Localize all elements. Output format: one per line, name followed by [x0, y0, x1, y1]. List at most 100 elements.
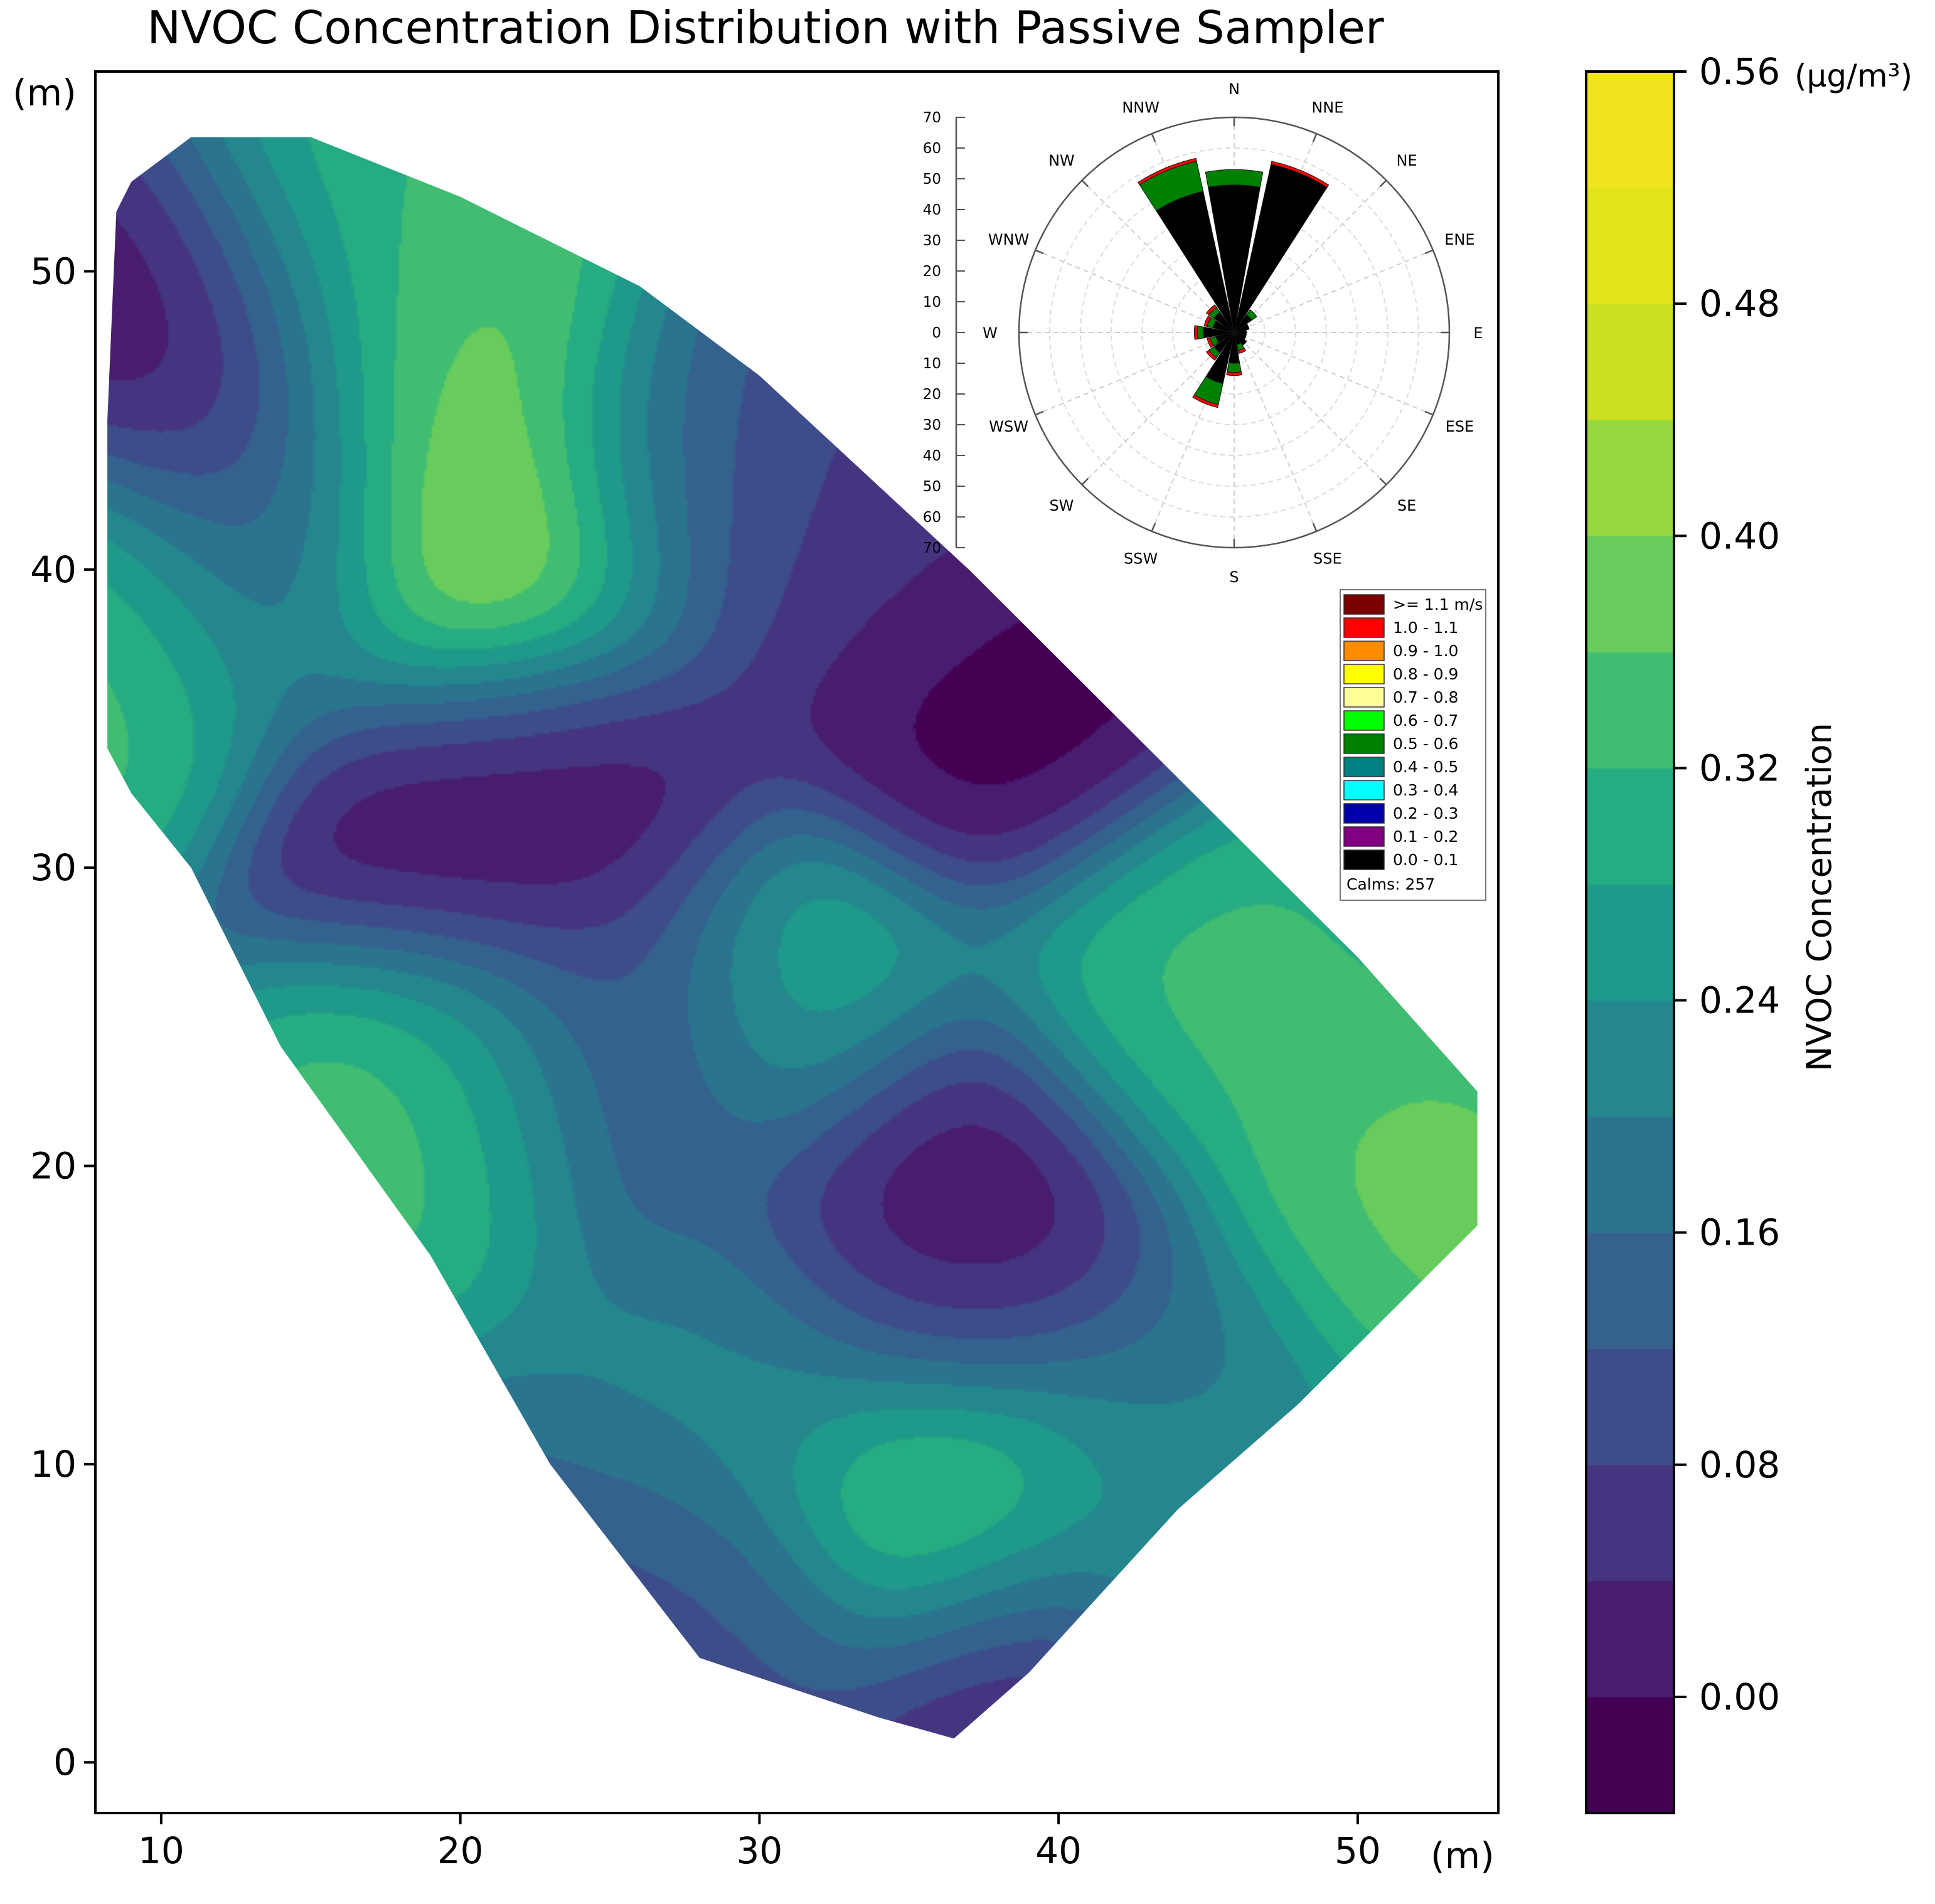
wind-legend-label: 0.3 - 0.4	[1393, 781, 1458, 799]
wind-legend-label: 0.2 - 0.3	[1393, 804, 1458, 822]
wind-legend-swatch	[1343, 733, 1385, 754]
wind-legend-label: 0.0 - 0.1	[1393, 851, 1458, 869]
colorbar-band	[1586, 72, 1674, 188]
rose-radial-label: 0	[932, 325, 941, 341]
wind-legend-label: 0.1 - 0.2	[1393, 827, 1458, 846]
rose-petal-se	[1234, 332, 1247, 346]
rose-radial-label: 70	[923, 110, 941, 126]
wind-legend-swatch	[1343, 826, 1385, 847]
x-tick-label: 10	[138, 1829, 184, 1872]
rose-petal-ese	[1234, 332, 1247, 340]
y-tick-label: 0	[53, 1741, 77, 1784]
rose-petal-sw	[1206, 349, 1217, 361]
rose-spoke	[1081, 332, 1235, 486]
rose-dir-label: E	[1473, 324, 1483, 342]
rose-dir-tick	[1151, 523, 1156, 532]
rose-dir-tick	[1312, 523, 1318, 532]
x-axis: 10 20 30 40 50	[138, 1813, 1381, 1872]
rose-petal-ne	[1245, 309, 1257, 321]
rose-radial-label: 70	[923, 540, 941, 556]
rose-spoke	[1081, 179, 1235, 333]
rose-dir-tick	[1081, 179, 1089, 188]
rose-dir-label: SW	[1049, 497, 1074, 514]
wind-legend-label: 0.6 - 0.7	[1393, 711, 1458, 730]
rose-petal-nnw	[1138, 157, 1197, 186]
rose-spoke	[1035, 332, 1235, 416]
y-tick-label: 30	[30, 846, 77, 889]
rose-petal-w	[1193, 325, 1198, 340]
rose-dir-label: WNW	[988, 231, 1029, 248]
colorbar-band	[1586, 420, 1674, 536]
x-axis-label: (m)	[1431, 1834, 1495, 1877]
colorbar-frame	[1585, 70, 1675, 1814]
colorbar-band	[1586, 1464, 1674, 1582]
rose-dir-label: W	[983, 324, 998, 342]
rose-spoke	[1234, 332, 1387, 486]
y-tick-label: 20	[30, 1145, 77, 1188]
rose-radial-label: 10	[923, 294, 941, 311]
y-axis-label: (m)	[13, 72, 77, 114]
colorbar-band	[1586, 1000, 1674, 1117]
colorbar-band	[1586, 536, 1674, 652]
rose-dir-label: SSW	[1124, 550, 1158, 567]
wind-legend-label: 0.8 - 0.9	[1393, 665, 1458, 683]
rose-spoke	[1234, 332, 1318, 532]
rose-dir-tick	[1151, 133, 1156, 142]
rose-petal-n	[1205, 169, 1264, 188]
rose-dir-label: NNE	[1311, 99, 1343, 117]
rose-radial-label: 40	[923, 202, 941, 218]
colorbar-band	[1586, 1348, 1674, 1465]
wind-legend-label: 0.5 - 0.6	[1393, 735, 1458, 753]
colorbar-band	[1586, 652, 1674, 769]
rose-dir-label: ENE	[1444, 231, 1474, 248]
colorbar-tick-label: 0.00	[1699, 1676, 1780, 1718]
rose-radial-label: 50	[923, 479, 941, 495]
colorbar-band	[1586, 768, 1674, 885]
wind-legend-label: >= 1.1 m/s	[1393, 595, 1483, 614]
rose-radial-label: 10	[923, 356, 941, 372]
rose-radial-label: 20	[923, 263, 941, 280]
colorbar-band	[1586, 1116, 1674, 1233]
rose-dir-tick	[1424, 410, 1434, 416]
wind-legend-label: 0.9 - 1.0	[1393, 642, 1458, 660]
rose-dir-label: SE	[1397, 497, 1416, 514]
wind-legend-swatch	[1343, 687, 1385, 708]
colorbar-label: NVOC Concentration	[1799, 723, 1839, 1072]
wind-legend-calms: Calms: 257	[1346, 875, 1435, 893]
y-tick-label: 50	[30, 250, 77, 292]
rose-petal-e	[1234, 329, 1247, 336]
colorbar-tick-label: 0.56	[1699, 50, 1780, 93]
rose-dir-tick	[1312, 133, 1318, 142]
wind-legend-label: 0.7 - 0.8	[1393, 688, 1458, 706]
rose-petal-w	[1197, 326, 1205, 339]
rose-dir-label: WSW	[989, 418, 1028, 435]
colorbar-band	[1586, 1232, 1674, 1349]
rose-petal-wsw	[1207, 337, 1214, 348]
rose-petal-wnw	[1203, 315, 1212, 327]
rose-spoke	[1234, 249, 1434, 333]
rose-dir-tick	[1035, 249, 1044, 255]
wind-legend-swatch	[1343, 757, 1385, 777]
rose-dir-tick	[1081, 477, 1089, 486]
rose-dir-label: NE	[1397, 152, 1417, 169]
rose-dir-tick	[1035, 410, 1044, 416]
x-tick-label: 30	[736, 1829, 782, 1872]
rose-radial-label: 30	[923, 233, 941, 249]
rose-radial-label: 60	[923, 509, 941, 526]
rose-petal-nne	[1271, 161, 1330, 188]
wind-legend-swatch	[1343, 803, 1385, 824]
rose-radial-label: 50	[923, 171, 941, 188]
colorbar-tick-label: 0.08	[1699, 1444, 1780, 1486]
x-tick-label: 20	[437, 1829, 484, 1872]
wind-legend-swatch	[1343, 710, 1385, 731]
wind-speed-legend: >= 1.1 m/s 1.0 - 1.1 0.9 - 1.0 0.8 - 0.9 0.7…	[1340, 589, 1486, 901]
rose-dir-tick	[1379, 477, 1387, 486]
colorbar-tick-label: 0.16	[1699, 1211, 1780, 1254]
wind-legend-label: 1.0 - 1.1	[1393, 619, 1458, 637]
colorbar-unit: (μg/m³)	[1794, 58, 1912, 94]
plot-frame	[94, 70, 1500, 1814]
rose-spoke	[1035, 249, 1235, 333]
rose-dir-label: SSE	[1313, 550, 1342, 567]
colorbar-band	[1586, 1580, 1674, 1698]
